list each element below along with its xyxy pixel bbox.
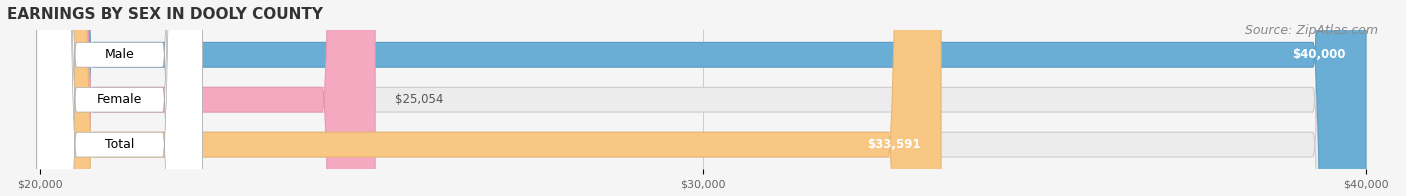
FancyBboxPatch shape xyxy=(41,0,1365,196)
Text: EARNINGS BY SEX IN DOOLY COUNTY: EARNINGS BY SEX IN DOOLY COUNTY xyxy=(7,7,323,22)
Text: Female: Female xyxy=(97,93,142,106)
FancyBboxPatch shape xyxy=(37,0,202,196)
FancyBboxPatch shape xyxy=(37,0,202,196)
Text: Total: Total xyxy=(105,138,135,151)
Text: Source: ZipAtlas.com: Source: ZipAtlas.com xyxy=(1244,24,1378,36)
FancyBboxPatch shape xyxy=(41,0,1365,196)
FancyBboxPatch shape xyxy=(41,0,1365,196)
Text: $40,000: $40,000 xyxy=(1292,48,1346,61)
FancyBboxPatch shape xyxy=(41,0,941,196)
FancyBboxPatch shape xyxy=(41,0,375,196)
FancyBboxPatch shape xyxy=(41,0,1365,196)
Text: Male: Male xyxy=(105,48,135,61)
Text: $33,591: $33,591 xyxy=(868,138,921,151)
FancyBboxPatch shape xyxy=(37,0,202,196)
Text: $25,054: $25,054 xyxy=(395,93,443,106)
